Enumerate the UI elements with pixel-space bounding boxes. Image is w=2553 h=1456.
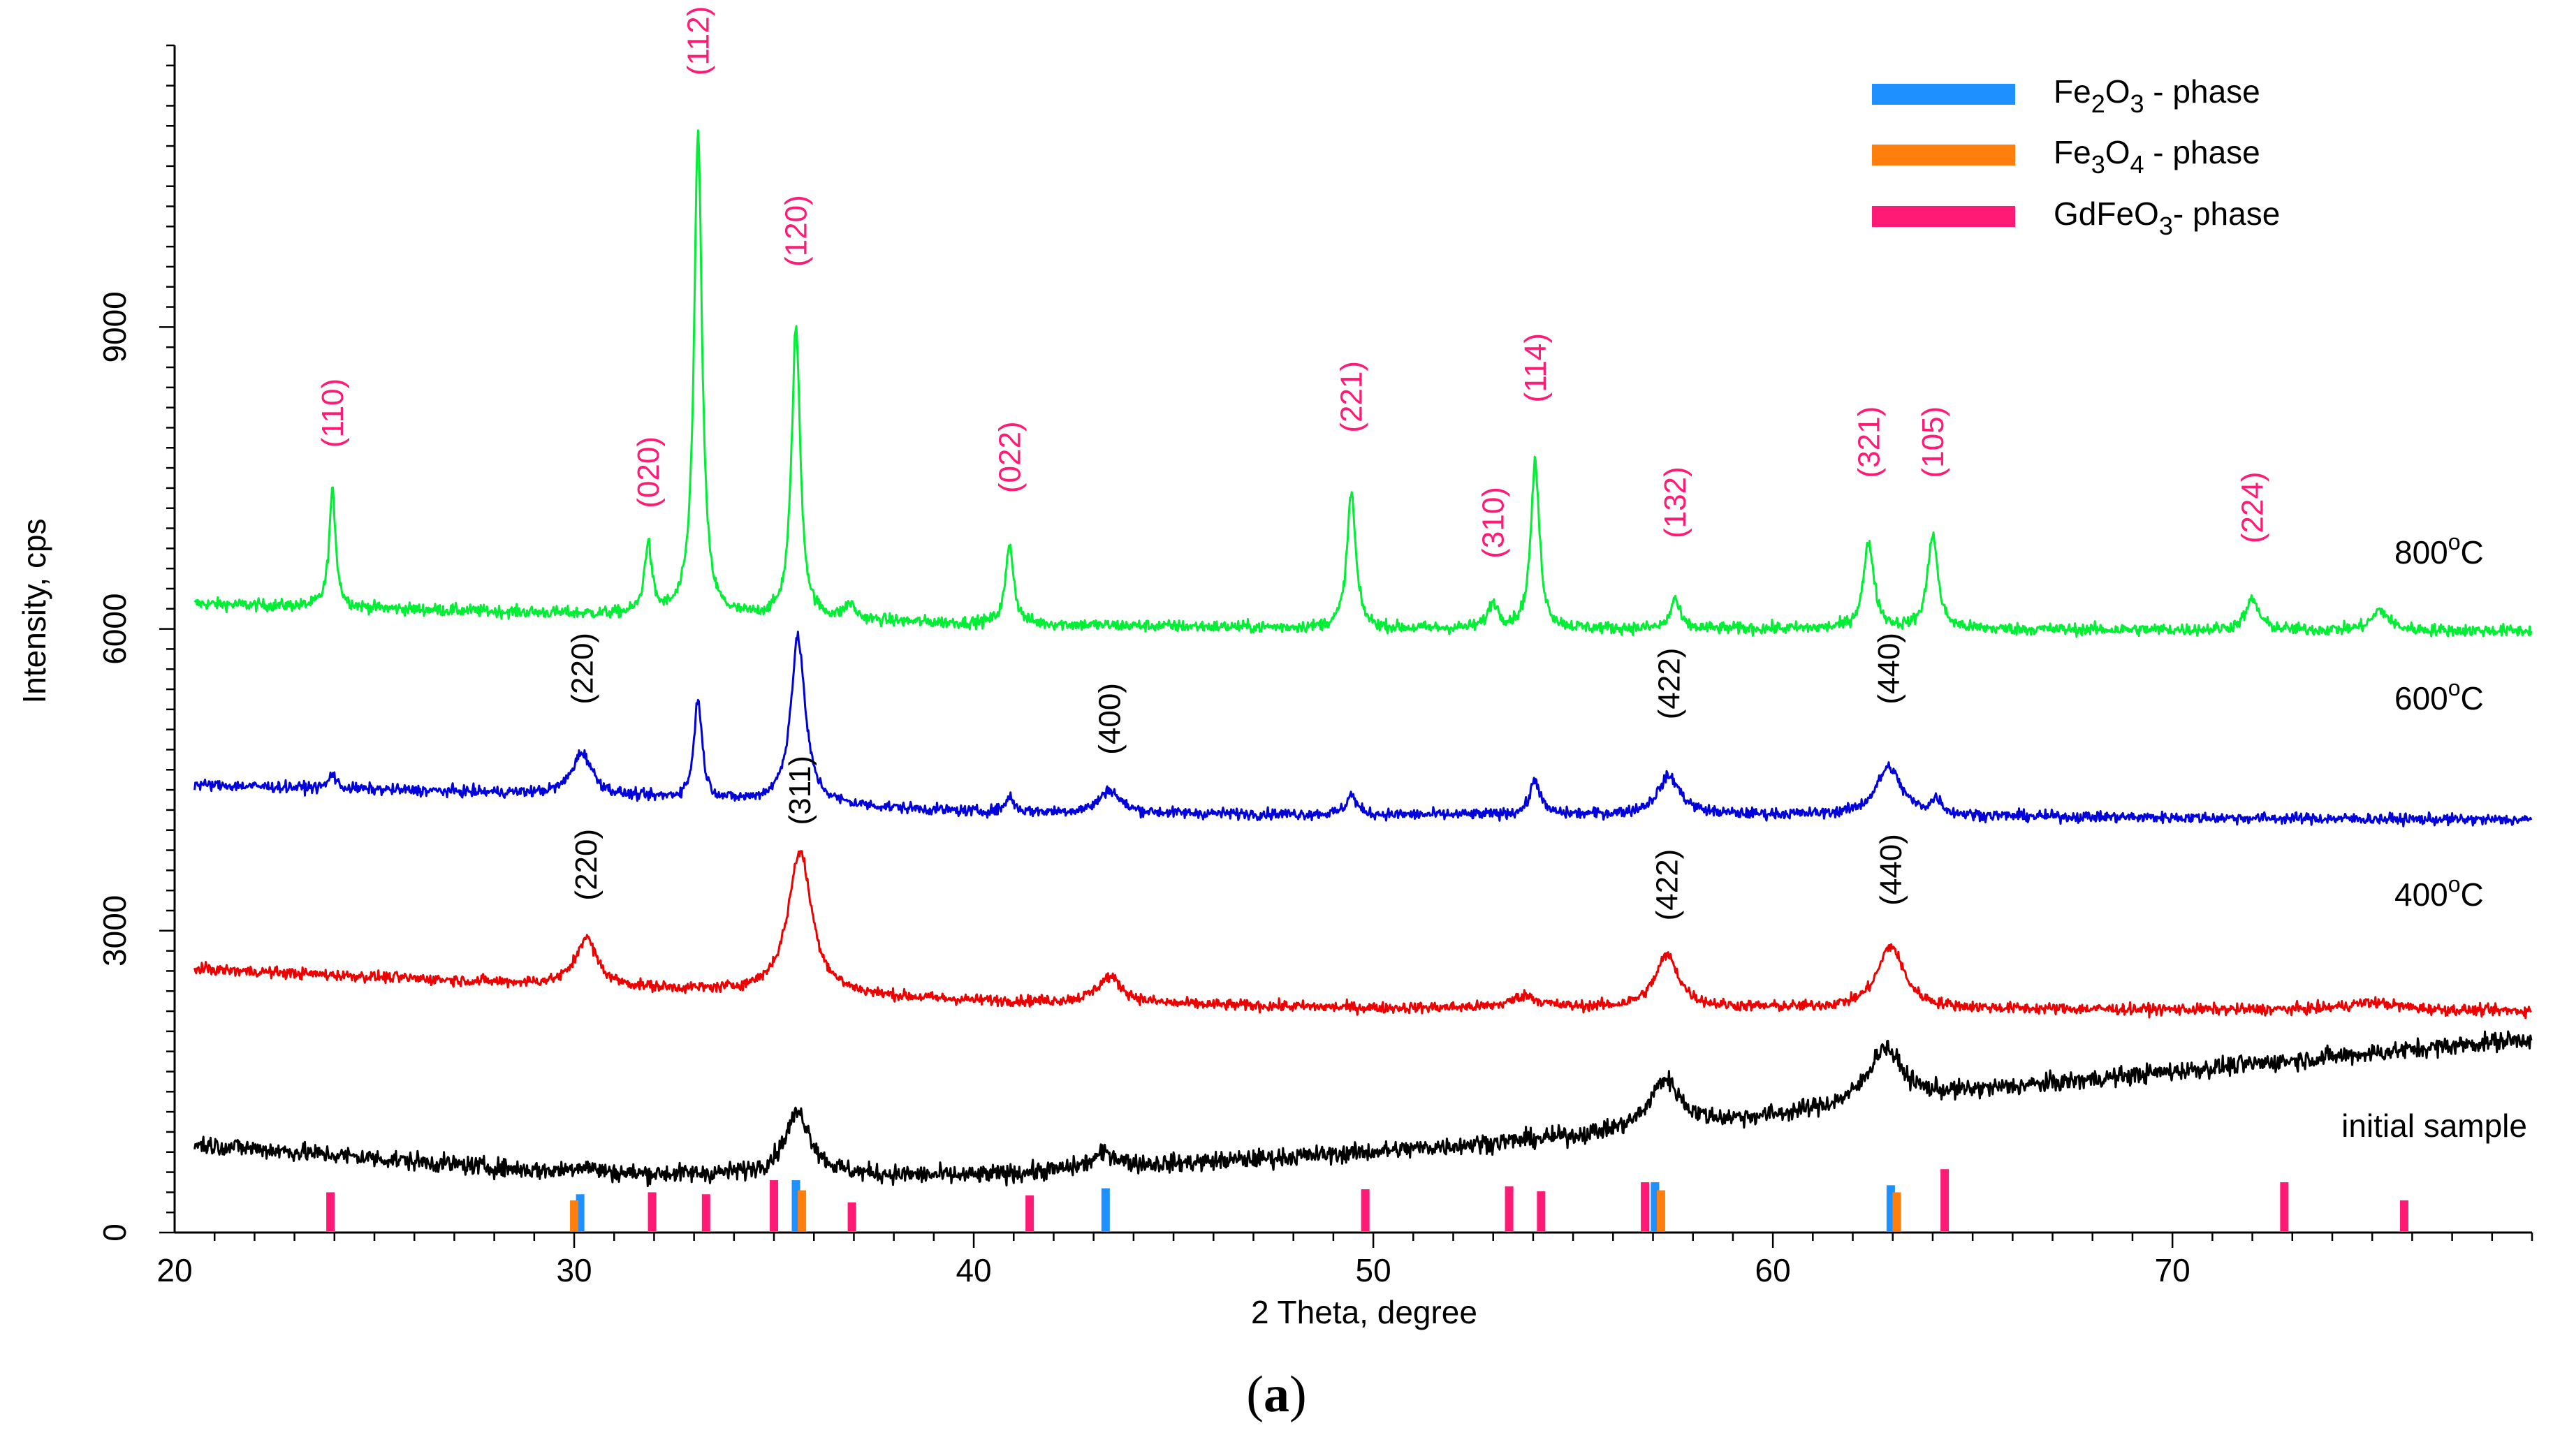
x-tick-label: 30 bbox=[556, 1252, 592, 1288]
ref-bar-gdfeo3 bbox=[326, 1192, 335, 1231]
annotation-gdfeo3-8: (132) bbox=[1658, 466, 1692, 538]
ref-bar-gdfeo3 bbox=[847, 1202, 856, 1231]
annotation-spinel-5: (311) bbox=[783, 756, 817, 825]
ref-bar-gdfeo3 bbox=[1025, 1195, 1034, 1231]
x-tick-label: 40 bbox=[956, 1252, 991, 1288]
series-line-2 bbox=[193, 850, 2533, 1020]
x-tick-label: 50 bbox=[1356, 1252, 1391, 1288]
y-tick-label: 0 bbox=[96, 1223, 133, 1242]
ref-bar-fe3o4 bbox=[798, 1190, 807, 1231]
annotation-gdfeo3-5: (221) bbox=[1335, 361, 1369, 433]
series-line-0 bbox=[193, 129, 2533, 638]
series-label-0: 800oC bbox=[2394, 529, 2484, 571]
ref-bar-fe3o4 bbox=[570, 1200, 579, 1231]
annotation-spinel-1: (400) bbox=[1093, 683, 1127, 755]
ref-bar-gdfeo3 bbox=[1940, 1169, 1950, 1231]
annotation-spinel-2: (422) bbox=[1652, 648, 1686, 720]
annotation-gdfeo3-6: (310) bbox=[1477, 487, 1511, 559]
ref-bar-gdfeo3 bbox=[648, 1192, 657, 1231]
figure-caption: (a) bbox=[1246, 1366, 1307, 1423]
series-label-3: initial sample bbox=[2341, 1108, 2527, 1144]
ref-bar-gdfeo3 bbox=[1505, 1186, 1514, 1231]
annotation-gdfeo3-4: (022) bbox=[993, 421, 1027, 493]
ref-bar-gdfeo3 bbox=[770, 1180, 779, 1231]
ref-bar-gdfeo3 bbox=[1641, 1182, 1650, 1231]
ref-bar-gdfeo3 bbox=[701, 1194, 710, 1231]
annotation-gdfeo3-0: (110) bbox=[316, 378, 350, 448]
series-lines: 800oC 600oC 400oC initial sample bbox=[193, 129, 2533, 1188]
ref-bar-gdfeo3 bbox=[2280, 1182, 2289, 1231]
annotation-gdfeo3-2: (112) bbox=[681, 6, 715, 75]
x-tick-label: 60 bbox=[1755, 1252, 1791, 1288]
series-line-1 bbox=[193, 631, 2533, 828]
annotation-gdfeo3-1: (020) bbox=[631, 436, 666, 508]
annotation-gdfeo3-11: (224) bbox=[2236, 471, 2270, 543]
series-label-1: 600oC bbox=[2394, 675, 2484, 716]
legend-swatch-1 bbox=[1872, 145, 2015, 166]
reference-bars bbox=[326, 1169, 2408, 1231]
y-axis-label: Intensity, cps bbox=[16, 518, 52, 703]
y-tick-label: 3000 bbox=[96, 895, 133, 966]
annotation-gdfeo3-7: (114) bbox=[1519, 333, 1553, 402]
annotation-spinel-6: (422) bbox=[1651, 849, 1685, 921]
axes: 20 30 40 50 60 70 0 3000 6000 9000 bbox=[96, 44, 2533, 1288]
annotation-spinel-7: (440) bbox=[1874, 834, 1908, 906]
x-tick-label: 20 bbox=[156, 1252, 192, 1288]
legend-label-1: Fe3O4 - phase bbox=[2054, 134, 2260, 179]
annotation-gdfeo3-10: (105) bbox=[1916, 406, 1950, 478]
series-line-3 bbox=[193, 1030, 2533, 1188]
ref-bar-fe2o3 bbox=[1101, 1188, 1110, 1231]
annotation-gdfeo3-3: (120) bbox=[780, 195, 814, 267]
legend-label-0: Fe2O3 - phase bbox=[2054, 73, 2260, 118]
legend-swatch-2 bbox=[1872, 206, 2015, 227]
series-label-2: 400oC bbox=[2394, 872, 2484, 913]
ref-bar-fe3o4 bbox=[1892, 1192, 1901, 1231]
legend-label-2: GdFeO3- phase bbox=[2054, 196, 2280, 240]
x-axis-label: 2 Theta, degree bbox=[1251, 1294, 1477, 1330]
annotation-spinel-4: (220) bbox=[569, 829, 603, 901]
x-tick-label: 70 bbox=[2155, 1252, 2190, 1288]
ref-bar-gdfeo3 bbox=[1537, 1191, 1546, 1231]
legend-swatch-0 bbox=[1872, 84, 2015, 105]
y-tick-label: 9000 bbox=[96, 291, 133, 362]
annotation-spinel-3: (440) bbox=[1872, 633, 1906, 705]
legend: Fe2O3 - phase Fe3O4 - phase GdFeO3- phase bbox=[1872, 73, 2280, 240]
ref-bar-gdfeo3 bbox=[2399, 1200, 2408, 1231]
ref-bar-fe3o4 bbox=[1656, 1190, 1665, 1231]
y-tick-label: 6000 bbox=[96, 593, 133, 664]
peak-annotations: (110) (020) (112) (120) (022) (221) (310) (114)… bbox=[316, 6, 2270, 921]
ref-bar-gdfeo3 bbox=[1361, 1189, 1370, 1231]
annotation-gdfeo3-9: (321) bbox=[1852, 406, 1886, 478]
annotation-spinel-0: (220) bbox=[565, 633, 599, 705]
